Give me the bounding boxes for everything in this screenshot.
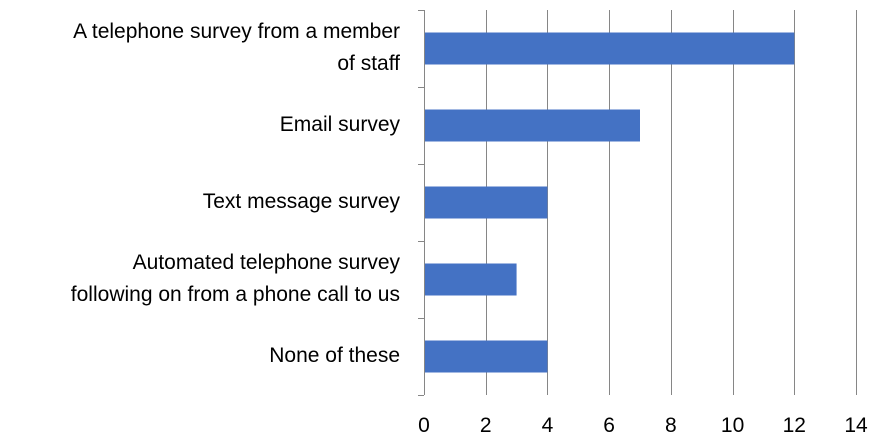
category-label: None of these <box>269 344 400 367</box>
gridlines <box>486 10 857 395</box>
x-tick-label: 8 <box>665 414 677 437</box>
axes <box>418 10 425 396</box>
category-label: Automated telephone survey following on f… <box>71 251 401 306</box>
bar <box>425 186 548 219</box>
bar <box>425 263 517 296</box>
x-tick-labels: 0 2 4 6 8 10 12 14 <box>418 414 868 437</box>
category-labels: A telephone survey from a member of staff… <box>71 20 401 367</box>
x-tick-label: 6 <box>603 414 615 437</box>
bar <box>425 109 640 142</box>
x-tick-label: 4 <box>542 414 554 437</box>
category-label: A telephone survey from a member of staff <box>73 20 400 75</box>
x-tick-label: 10 <box>721 414 744 437</box>
x-tick-label: 0 <box>418 414 430 437</box>
bars <box>425 32 795 373</box>
bar <box>425 340 548 373</box>
x-tick-label: 12 <box>783 414 806 437</box>
category-label: Email survey <box>280 113 401 136</box>
category-label: Text message survey <box>203 190 401 213</box>
x-tick-label: 14 <box>844 414 868 437</box>
x-tick-label: 2 <box>480 414 492 437</box>
bar <box>425 32 795 65</box>
